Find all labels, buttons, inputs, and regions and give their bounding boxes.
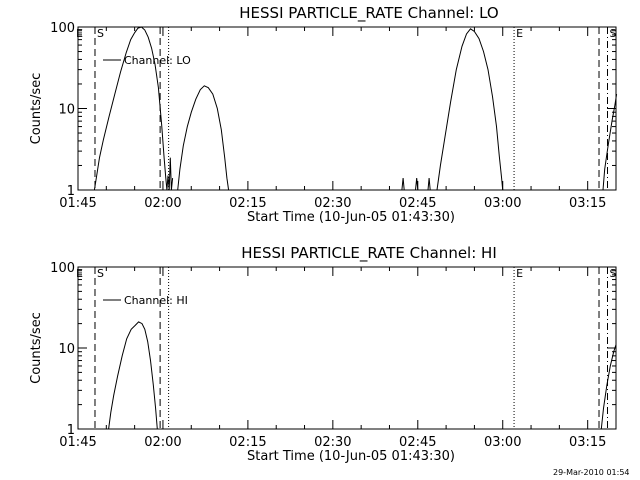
x-tick-label: 02:00 [144, 196, 181, 211]
x-tick-label: 01:45 [59, 196, 96, 211]
y-tick-label: 100 [50, 21, 75, 36]
event-marker-label: E [516, 267, 523, 280]
x-tick-label: 03:15 [569, 435, 606, 450]
series-line [436, 28, 504, 191]
event-marker-label: E [76, 267, 83, 280]
event-marker-label: S [97, 27, 104, 40]
x-tick-label: 03:15 [569, 196, 606, 211]
series-line [602, 94, 618, 191]
plot-frame [77, 266, 617, 430]
x-tick-label: 02:15 [229, 196, 266, 211]
x-tick-label: 02:15 [229, 435, 266, 450]
x-axis-label: Start Time (10-Jun-05 01:43:30) [247, 449, 455, 464]
x-tick-label: 03:00 [484, 435, 521, 450]
y-tick-label: 10 [58, 342, 75, 357]
x-tick-label: 02:30 [314, 196, 351, 211]
event-marker-label: E [516, 27, 523, 40]
event-marker-label: E [76, 27, 83, 40]
x-tick-label: 02:45 [399, 196, 436, 211]
series-line [600, 344, 617, 430]
chart-title: HESSI PARTICLE_RATE Channel: HI [241, 244, 497, 263]
y-tick-label: 100 [50, 261, 75, 276]
y-axis-label: Counts/sec [29, 312, 44, 384]
series-line [177, 85, 230, 191]
x-axis-label: Start Time (10-Jun-05 01:43:30) [247, 210, 455, 225]
chart-panel-2: HESSI PARTICLE_RATE Channel: HI 01:45 02:0… [29, 244, 617, 464]
chart-title: HESSI PARTICLE_RATE Channel: LO [239, 4, 498, 23]
y-axis-label: Counts/sec [29, 73, 44, 145]
event-marker-label: S [610, 267, 617, 280]
chart-panel-1: HESSI PARTICLE_RATE Channel: LO 01:45 02:0… [29, 4, 618, 225]
y-tick-label: 10 [58, 103, 75, 118]
event-marker-label: S [97, 267, 104, 280]
series-line [93, 26, 174, 191]
legend-label: Channel: LO [124, 54, 191, 67]
series-line [415, 178, 419, 191]
legend-label: Channel: HI [124, 294, 188, 307]
x-tick-label: 02:45 [399, 435, 436, 450]
x-tick-label: 01:45 [59, 435, 96, 450]
footer-timestamp: 29-Mar-2010 01:54 [553, 468, 630, 477]
y-tick-label: 1 [67, 184, 75, 199]
x-tick-label: 03:00 [484, 196, 521, 211]
event-marker-label: S [610, 27, 617, 40]
x-tick-label: 02:30 [314, 435, 351, 450]
x-tick-label: 02:00 [144, 435, 181, 450]
series-line [401, 178, 405, 191]
series-line [108, 321, 158, 430]
plot-frame [77, 26, 617, 191]
series-line [427, 178, 431, 191]
y-tick-label: 1 [67, 423, 75, 438]
